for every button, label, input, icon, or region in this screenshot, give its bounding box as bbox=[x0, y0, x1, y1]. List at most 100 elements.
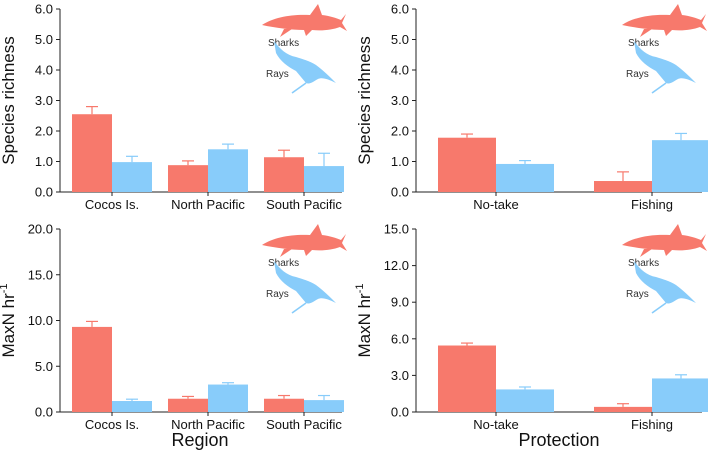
panel-species-richness-region: 0.0 1.0 2.0 3.0 4.0 5.0 6.0 Species richness Coc… bbox=[0, 2, 347, 212]
y-tick-label: 5.0 bbox=[391, 32, 409, 47]
ray-tail bbox=[651, 302, 667, 314]
bar-rays-cocos-is bbox=[112, 162, 152, 192]
bar-rays-south-pacific bbox=[304, 166, 344, 192]
legend-label-sharks: Sharks bbox=[628, 258, 659, 269]
y-tick-label: 6.0 bbox=[391, 2, 409, 17]
y-tick-label: 3.0 bbox=[35, 93, 53, 108]
panel-maxn-protection: 0.0 3.0 6.0 9.0 12.0 15.0 MaxN hr-1 No-take Fish… bbox=[354, 222, 708, 432]
manta-ray-icon: Rays bbox=[266, 261, 336, 314]
panel-species-richness-protection: 0.0 1.0 2.0 3.0 4.0 5.0 6.0 Species richness No-… bbox=[355, 2, 708, 212]
y-tick-label: 12.0 bbox=[384, 258, 409, 273]
y-tick-label: 4.0 bbox=[391, 63, 409, 78]
y-tick-label: 6.0 bbox=[391, 331, 409, 346]
y-tick-label: 6.0 bbox=[35, 2, 53, 17]
legend-label-rays: Rays bbox=[266, 69, 289, 80]
bar-rays-cocos-is bbox=[112, 401, 152, 412]
bar-rays-north-pacific bbox=[208, 149, 248, 192]
bar-rays-fishing bbox=[652, 378, 708, 412]
bar-rays-no-take bbox=[496, 389, 554, 412]
y-tick-label: 2.0 bbox=[391, 124, 409, 139]
ray-silhouette bbox=[634, 261, 696, 304]
x-axis-title-region: Region bbox=[171, 430, 228, 450]
y-tick-label: 3.0 bbox=[391, 368, 409, 383]
shark-pectoral-fin bbox=[640, 29, 652, 37]
ray-silhouette bbox=[274, 41, 336, 84]
bar-sharks-fishing bbox=[594, 181, 652, 192]
x-axis-title-protection: Protection bbox=[518, 430, 599, 450]
y-tick-label: 10.0 bbox=[28, 313, 53, 328]
ray-tail bbox=[291, 82, 307, 94]
bar-sharks-south-pacific bbox=[264, 157, 304, 192]
shark-silhouette bbox=[262, 4, 347, 36]
x-tick-label: Fishing bbox=[631, 417, 673, 432]
y-tick-label: 5.0 bbox=[35, 359, 53, 374]
y-tick-label: 0.0 bbox=[391, 405, 409, 420]
ray-silhouette bbox=[274, 261, 336, 304]
legend-label-rays: Rays bbox=[626, 69, 649, 80]
x-tick-label: South Pacific bbox=[266, 197, 342, 212]
bar-sharks-north-pacific bbox=[168, 398, 208, 412]
shark-pectoral-fin bbox=[280, 29, 292, 37]
legend-label-sharks: Sharks bbox=[268, 258, 299, 269]
shark-silhouette bbox=[262, 224, 347, 256]
y-axis-title: MaxN hr-1 bbox=[354, 283, 374, 357]
shark-silhouette bbox=[622, 224, 707, 256]
legend-label-rays: Rays bbox=[266, 289, 289, 300]
y-axis-title-superscript: -1 bbox=[354, 283, 366, 293]
x-tick-label: South Pacific bbox=[266, 417, 342, 432]
y-tick-label: 15.0 bbox=[28, 267, 53, 282]
x-tick-label: Cocos Is. bbox=[85, 197, 139, 212]
shark-icon: Sharks bbox=[262, 224, 347, 269]
y-tick-label: 0.0 bbox=[35, 185, 53, 200]
shark-pectoral-fin bbox=[640, 249, 652, 257]
manta-ray-icon: Rays bbox=[626, 41, 696, 94]
panel-maxn-region: 0.0 5.0 10.0 15.0 20.0 MaxN hr-1 Cocos Is. Nort… bbox=[0, 222, 347, 432]
shark-silhouette bbox=[622, 4, 707, 36]
y-tick-label: 0.0 bbox=[391, 185, 409, 200]
bar-sharks-no-take bbox=[438, 137, 496, 192]
bar-rays-south-pacific bbox=[304, 400, 344, 412]
ray-silhouette bbox=[634, 41, 696, 84]
x-tick-label: North Pacific bbox=[171, 197, 245, 212]
shark-icon: Sharks bbox=[262, 4, 347, 49]
x-tick-label: No-take bbox=[473, 197, 519, 212]
y-tick-label: 20.0 bbox=[28, 222, 53, 237]
ray-tail bbox=[651, 82, 667, 94]
y-tick-label: 2.0 bbox=[35, 124, 53, 139]
y-tick-label: 0.0 bbox=[35, 405, 53, 420]
x-tick-label: No-take bbox=[473, 417, 519, 432]
manta-ray-icon: Rays bbox=[626, 261, 696, 314]
y-tick-label: 9.0 bbox=[391, 295, 409, 310]
y-tick-label: 1.0 bbox=[391, 154, 409, 169]
bar-sharks-north-pacific bbox=[168, 165, 208, 192]
bar-sharks-no-take bbox=[438, 345, 496, 412]
ray-tail bbox=[291, 302, 307, 314]
bar-rays-north-pacific bbox=[208, 384, 248, 412]
y-tick-label: 4.0 bbox=[35, 63, 53, 78]
shark-icon: Sharks bbox=[622, 224, 707, 269]
bar-sharks-south-pacific bbox=[264, 398, 304, 412]
shark-pectoral-fin bbox=[280, 249, 292, 257]
x-tick-label: Fishing bbox=[631, 197, 673, 212]
bar-sharks-cocos-is bbox=[72, 326, 112, 412]
y-tick-label: 3.0 bbox=[391, 93, 409, 108]
y-tick-label: 5.0 bbox=[35, 32, 53, 47]
y-axis-title: MaxN hr-1 bbox=[0, 283, 18, 357]
bar-sharks-cocos-is bbox=[72, 114, 112, 192]
bar-sharks-fishing bbox=[594, 406, 652, 412]
y-axis-title: Species richness bbox=[0, 36, 18, 165]
legend-label-sharks: Sharks bbox=[628, 38, 659, 49]
shark-icon: Sharks bbox=[622, 4, 707, 49]
y-tick-label: 1.0 bbox=[35, 154, 53, 169]
x-tick-label: Cocos Is. bbox=[85, 417, 139, 432]
bar-rays-fishing bbox=[652, 140, 708, 192]
y-axis-title: Species richness bbox=[355, 36, 374, 165]
manta-ray-icon: Rays bbox=[266, 41, 336, 94]
legend-label-rays: Rays bbox=[626, 289, 649, 300]
x-tick-label: North Pacific bbox=[171, 417, 245, 432]
legend-label-sharks: Sharks bbox=[268, 38, 299, 49]
y-tick-label: 15.0 bbox=[384, 222, 409, 237]
y-axis-title-superscript: -1 bbox=[0, 283, 10, 293]
bar-rays-no-take bbox=[496, 163, 554, 192]
